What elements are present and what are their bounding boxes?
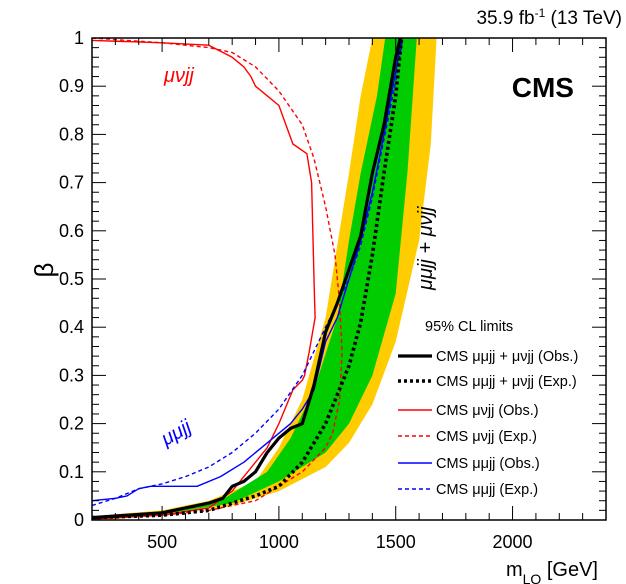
legend-label-comb-exp: CMS μμjj + μνjj (Exp.) (436, 374, 577, 390)
legend-label-munujj-obs: CMS μνjj (Obs.) (436, 403, 539, 419)
cms-logo-label: CMS (512, 72, 574, 103)
munujj-expected-line (92, 38, 343, 520)
x-tick-label: 2000 (493, 532, 533, 552)
y-tick-label: 0.1 (59, 462, 84, 482)
munujj-observed-line (92, 39, 316, 520)
combined-observed-line (92, 38, 402, 520)
y-tick-label: 0.6 (59, 221, 84, 241)
luminosity-label: 35.9 fb-1 (13 TeV) (476, 6, 622, 29)
limit-curves (92, 38, 404, 520)
y-tick-label: 0 (74, 510, 84, 530)
y-tick-label: 0.3 (59, 365, 84, 385)
x-tick-label: 1000 (259, 532, 299, 552)
legend-label-comb-obs: CMS μμjj + μνjj (Obs.) (436, 349, 578, 365)
x-tick-label: 500 (147, 532, 177, 552)
annotation-combined: μμjj + μνjj (415, 206, 437, 291)
y-tick-label: 0.2 (59, 414, 84, 434)
y-tick-label: 0.5 (59, 269, 84, 289)
y-tick-label: 0.9 (59, 76, 84, 96)
annotation-mumujj: μμjj (157, 416, 196, 451)
combined-expected-line (92, 38, 404, 520)
mumujj-expected-line (92, 38, 404, 507)
legend: 95% CL limits CMS μμjj + μνjj (Obs.) CMS… (398, 319, 578, 498)
x-tick-label: 1500 (376, 532, 416, 552)
y-tick-label: 0.7 (59, 173, 84, 193)
axis-ticks: 500 1000 1500 2000 0 0.1 0.2 0.3 0.4 0.5 0.6 0.7 0.8… (59, 28, 606, 552)
legend-label-mumujj-exp: CMS μμjj (Exp.) (436, 482, 538, 498)
legend-label-munujj-exp: CMS μνjj (Exp.) (436, 429, 537, 445)
annotation-munujj: μνjj (163, 65, 194, 87)
y-axis-title: β (29, 263, 59, 278)
y-tick-label: 0.4 (59, 317, 84, 337)
y-tick-label: 0.8 (59, 124, 84, 144)
mumujj-observed-line (92, 38, 403, 502)
uncertainty-bands (103, 38, 437, 520)
y-tick-label: 1 (74, 28, 84, 48)
band-one-sigma (103, 38, 417, 518)
legend-title: 95% CL limits (425, 319, 513, 335)
x-axis-title: mLQ [GeV] (506, 559, 598, 584)
legend-label-mumujj-obs: CMS μμjj (Obs.) (436, 456, 540, 472)
